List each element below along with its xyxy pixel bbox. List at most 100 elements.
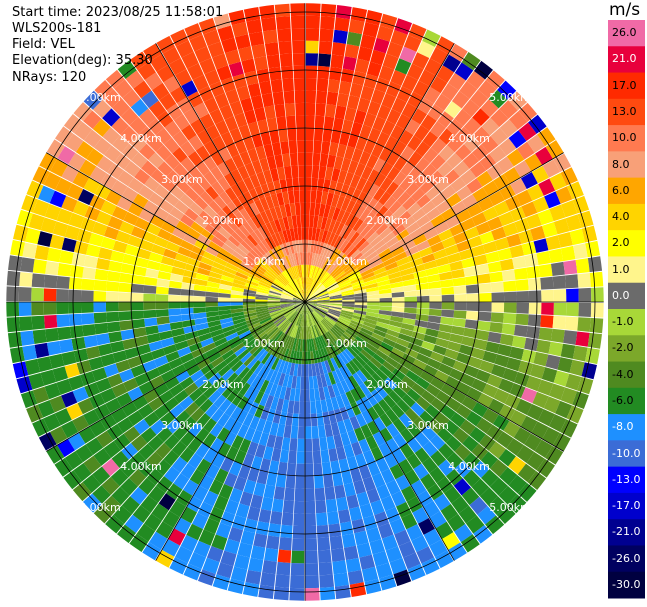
- velocity-gate: [261, 274, 274, 284]
- velocity-gate: [445, 435, 462, 452]
- velocity-gate: [137, 403, 154, 419]
- velocity-gate: [395, 474, 411, 491]
- velocity-gate: [448, 72, 466, 91]
- velocity-gate: [542, 159, 561, 178]
- velocity-gate: [234, 554, 250, 570]
- velocity-gate: [305, 3, 321, 17]
- velocity-gate: [188, 166, 204, 182]
- velocity-gate: [429, 121, 446, 138]
- velocity-gate: [283, 270, 292, 282]
- velocity-gate: [430, 76, 448, 94]
- velocity-gate: [306, 326, 309, 340]
- velocity-gate: [175, 69, 192, 87]
- velocity-gate: [427, 281, 442, 289]
- velocity-gate: [217, 161, 231, 177]
- velocity-gate: [202, 432, 217, 448]
- velocity-gate: [258, 281, 271, 289]
- velocity-gate: [71, 252, 86, 267]
- velocity-gate: [326, 436, 336, 450]
- velocity-gate: [296, 278, 302, 291]
- velocity-gate: [393, 433, 407, 449]
- velocity-gate: [266, 54, 281, 69]
- velocity-gate: [323, 386, 331, 400]
- velocity-gate: [448, 542, 467, 561]
- velocity-gate: [449, 333, 464, 344]
- velocity-gate: [256, 470, 269, 485]
- velocity-gate: [206, 286, 219, 293]
- velocity-gate: [563, 260, 578, 275]
- velocity-gate: [369, 336, 383, 346]
- velocity-gate: [566, 302, 579, 317]
- velocity-gate: [422, 131, 439, 148]
- velocity-gate: [479, 153, 497, 171]
- velocity-gate: [185, 187, 200, 202]
- velocity-gate: [8, 255, 23, 272]
- velocity-gate: [105, 514, 125, 534]
- velocity-gate: [269, 220, 279, 234]
- velocity-gate: [305, 293, 315, 302]
- velocity-gate: [171, 440, 188, 457]
- velocity-gate: [322, 275, 333, 286]
- velocity-gate: [329, 304, 343, 308]
- velocity-gate: [333, 572, 349, 587]
- velocity-gate: [257, 284, 271, 291]
- velocity-gate: [344, 145, 355, 160]
- velocity-gate: [216, 427, 230, 442]
- velocity-gate: [545, 445, 564, 465]
- velocity-gate: [388, 352, 402, 364]
- velocity-gate: [350, 319, 364, 328]
- velocity-gate: [282, 153, 291, 167]
- velocity-gate: [354, 385, 366, 400]
- velocity-gate: [241, 58, 256, 74]
- velocity-gate: [142, 542, 162, 561]
- velocity-gate: [111, 486, 130, 505]
- velocity-gate: [299, 252, 304, 265]
- velocity-gate: [282, 307, 295, 315]
- velocity-gate: [158, 493, 176, 511]
- velocity-gate: [193, 284, 207, 292]
- colorbar-tick-label: 6.0: [612, 183, 630, 197]
- velocity-gate: [316, 306, 329, 313]
- velocity-gate: [218, 292, 231, 298]
- velocity-gate: [414, 319, 428, 328]
- velocity-gate: [200, 337, 214, 348]
- velocity-gate: [563, 330, 578, 345]
- velocity-gate: [324, 217, 332, 231]
- velocity-gate: [232, 282, 245, 289]
- velocity-gate: [64, 225, 81, 241]
- velocity-gate: [254, 185, 265, 200]
- velocity-gate: [339, 131, 351, 146]
- velocity-gate: [341, 350, 352, 363]
- velocity-gate: [312, 350, 318, 364]
- velocity-gate: [235, 324, 249, 333]
- velocity-gate: [358, 264, 372, 274]
- velocity-gate: [286, 323, 294, 336]
- velocity-gate: [346, 327, 359, 336]
- velocity-gate: [102, 495, 122, 515]
- velocity-gate: [413, 325, 427, 335]
- velocity-gate: [363, 346, 376, 357]
- velocity-gate: [392, 418, 407, 433]
- velocity-gate: [261, 17, 277, 32]
- velocity-gate: [456, 209, 472, 223]
- velocity-gate: [396, 399, 411, 413]
- velocity-gate: [263, 322, 275, 332]
- velocity-gate: [274, 316, 286, 326]
- velocity-gate: [289, 241, 295, 254]
- velocity-gate: [317, 296, 330, 301]
- velocity-gate: [328, 219, 337, 233]
- velocity-gate: [508, 474, 527, 494]
- velocity-gate: [146, 451, 163, 469]
- velocity-gate: [282, 229, 289, 243]
- velocity-gate: [272, 91, 285, 106]
- velocity-gate: [354, 453, 367, 468]
- velocity-gate: [143, 293, 156, 302]
- velocity-gate: [509, 111, 528, 130]
- velocity-gate: [243, 292, 256, 297]
- velocity-gate: [376, 104, 392, 121]
- velocity-gate: [416, 302, 430, 309]
- velocity-gate: [111, 450, 129, 468]
- velocity-gate: [397, 210, 412, 224]
- velocity-gate: [205, 302, 218, 307]
- velocity-gate: [148, 100, 167, 118]
